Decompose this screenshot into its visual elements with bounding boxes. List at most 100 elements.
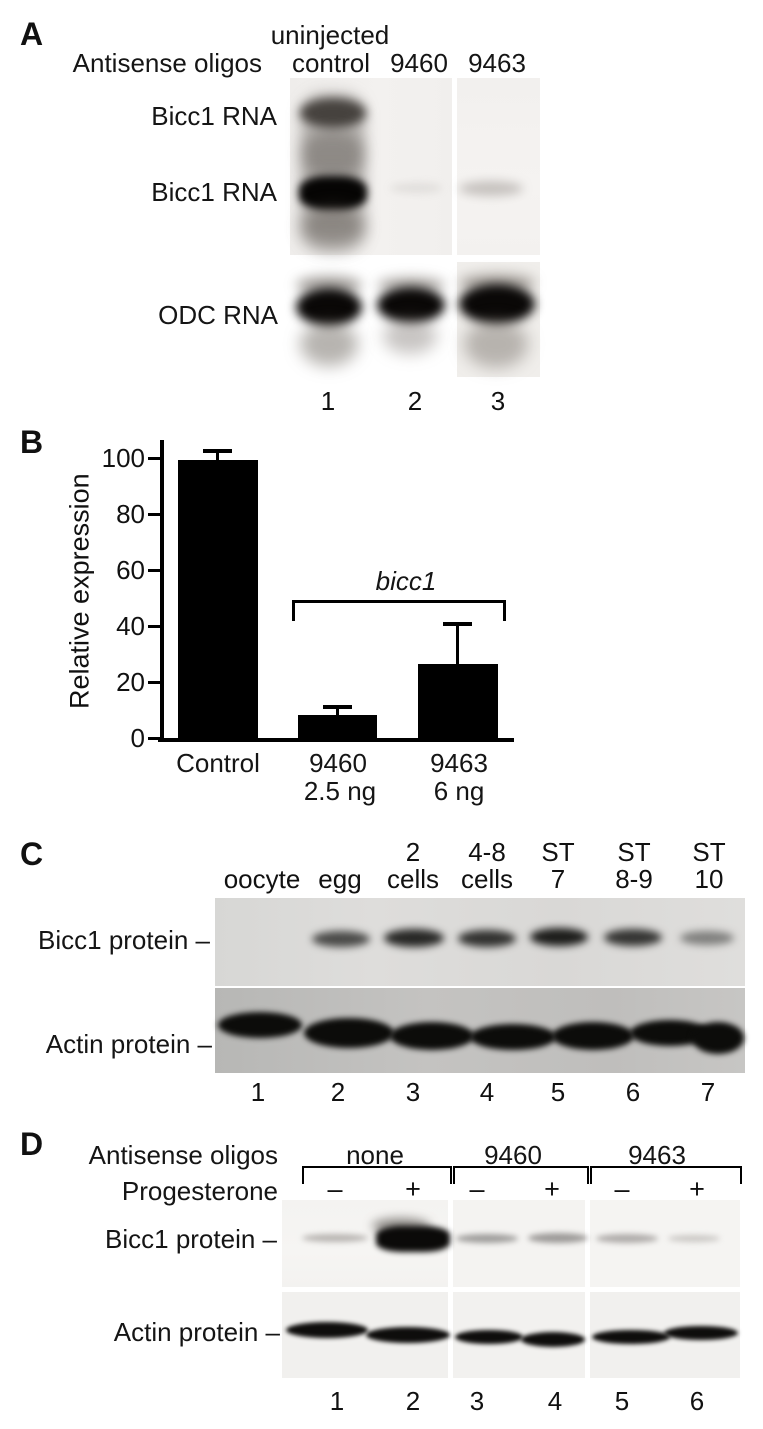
panel-a-northern-bicc1-film-right	[457, 78, 540, 255]
panel-c-actin-band-lane1	[218, 1012, 302, 1038]
header-line2: 7	[550, 864, 566, 894]
panel-a-lane3-faint-band	[459, 181, 523, 196]
panel-c-bicc1-band-egg	[312, 931, 370, 947]
progesterone-sign: –	[327, 1174, 343, 1204]
panel-a-band-label-bicc1-upper: Bicc1 RNA	[151, 101, 277, 131]
panel-a-col-label-control: control	[291, 48, 371, 78]
panel-a-lane-number: 2	[407, 386, 423, 416]
header-line1: ST	[541, 837, 575, 867]
panel-d-row-label-progesterone: Progesterone	[121, 1176, 278, 1206]
y-tick-label: 0	[130, 723, 145, 753]
panel-d-bicc1-band-lane5	[596, 1234, 658, 1243]
panel-d-bracket-9460	[453, 1166, 589, 1184]
panel-d-bicc1-band-lane3	[456, 1234, 518, 1243]
x-label-9460: 9460	[309, 748, 367, 778]
panel-c-lane-number: 6	[625, 1077, 641, 1107]
panel-d-actin-band-lane1	[286, 1322, 368, 1338]
y-tick-label: 40	[116, 611, 145, 641]
panel-d-lane-number: 1	[329, 1386, 345, 1416]
panel-d-bracket-9463	[590, 1166, 742, 1184]
x-label-9463: 9463	[430, 748, 488, 778]
panel-a-lane1-bicc1-upper-band	[300, 98, 366, 128]
y-tick-label: 60	[116, 555, 145, 585]
x-label-control: Control	[176, 748, 260, 778]
y-tick-label: 100	[101, 443, 145, 473]
panel-c-lane-number: 7	[700, 1077, 716, 1107]
panel-c-bicc1-band-st7	[530, 928, 588, 946]
panel-d-bicc1-film-9460	[453, 1200, 585, 1287]
panel-d-bicc1-band-lane6	[668, 1235, 720, 1242]
panel-c-actin-band-lane4	[470, 1024, 556, 1050]
panel-d-bicc1-film-9463	[590, 1200, 740, 1287]
panel-a-lane1-bicc1-main-band	[299, 176, 367, 210]
panel-c-header-48cells: 4-8 cells	[461, 839, 513, 893]
header-line2: egg	[318, 864, 362, 894]
panel-d-lane-number: 6	[689, 1386, 705, 1416]
panel-d-actin-band-lane6	[664, 1326, 738, 1340]
panel-c-actin-band-lane3	[390, 1022, 474, 1050]
header-line1: ST	[692, 837, 726, 867]
panel-d-row-label-bicc1: Bicc1 protein –	[105, 1224, 277, 1254]
error-cap	[203, 449, 232, 453]
bar-9460	[298, 715, 377, 740]
y-tick-0	[148, 737, 161, 740]
panel-c-row-label-actin: Actin protein –	[45, 1029, 212, 1059]
panel-a-lane-number: 1	[320, 386, 336, 416]
panel-a-band-label-bicc1-lower: Bicc1 RNA	[151, 177, 277, 207]
panel-c-lane-number: 2	[330, 1077, 346, 1107]
error-bar-9463	[443, 622, 472, 664]
panel-c-bicc1-band-st89	[604, 929, 662, 946]
panel-c-actin-band-lane7	[692, 1022, 744, 1054]
panel-a-odc-lane1-tail	[300, 322, 358, 366]
panel-a-letter: A	[20, 16, 44, 52]
bicc1-bracket	[292, 600, 506, 621]
y-tick-100	[148, 457, 161, 460]
bar-control	[178, 460, 258, 740]
y-tick-40	[148, 625, 161, 628]
panel-a-row-label: Antisense oligos	[72, 48, 262, 78]
panel-d-actin-band-lane3	[455, 1330, 523, 1344]
panel-d-lane-number: 3	[469, 1386, 485, 1416]
panel-d-actin-band-lane4	[521, 1332, 585, 1347]
panel-a-odc-lane3-tail	[464, 320, 528, 368]
panel-c-header-2cells: 2 cells	[387, 839, 439, 893]
panel-c-actin-band-lane2	[304, 1018, 394, 1048]
header-line2: 8-9	[615, 864, 653, 894]
x-label-dose-9460: 2.5 ng	[303, 776, 377, 806]
progesterone-sign: –	[469, 1174, 485, 1204]
error-bar-9460	[323, 705, 352, 715]
header-line1: 2	[405, 837, 421, 867]
panel-c-lane-number: 4	[479, 1077, 495, 1107]
panel-a-band-label-odc: ODC RNA	[158, 300, 278, 330]
chart-y-axis-line	[160, 440, 164, 742]
panel-c-lane-number: 5	[550, 1077, 566, 1107]
error-bar-control	[203, 449, 232, 460]
error-cap	[443, 622, 472, 626]
progesterone-sign: +	[544, 1174, 560, 1204]
progesterone-sign: +	[689, 1174, 705, 1204]
panel-d-bicc1-band-lane1	[302, 1234, 368, 1242]
panel-c-letter: C	[20, 836, 44, 872]
panel-c-bicc1-band-48cells	[458, 930, 516, 947]
panel-d-row-label-actin: Actin protein –	[113, 1317, 280, 1347]
panel-a-lane1-lower-smear	[301, 206, 365, 248]
panel-d-letter: D	[20, 1126, 44, 1162]
progesterone-sign: –	[614, 1174, 630, 1204]
panel-c-bicc1-band-2cells	[384, 929, 444, 947]
panel-b-letter: B	[20, 424, 44, 460]
panel-a-lane-number: 3	[490, 386, 506, 416]
panel-c-header-st10: ST 10	[692, 839, 725, 893]
panel-c-lane-number: 1	[250, 1077, 266, 1107]
panel-a-col-label-9460: 9460	[390, 48, 448, 78]
header-line1: 4-8	[468, 837, 506, 867]
panel-c-row-label-bicc1: Bicc1 protein –	[38, 925, 210, 955]
panel-d-bicc1-band-lane2	[376, 1226, 450, 1252]
header-line2: 10	[694, 864, 724, 894]
error-cap	[323, 705, 352, 709]
panel-d-bracket-none	[302, 1166, 452, 1184]
y-tick-20	[148, 681, 161, 684]
panel-c-header-st7: ST 7	[541, 839, 574, 893]
panel-d-row-label-antisense: Antisense oligos	[88, 1140, 278, 1170]
header-line2: cells	[386, 864, 440, 894]
panel-a-col-top-label: uninjected	[270, 20, 390, 50]
